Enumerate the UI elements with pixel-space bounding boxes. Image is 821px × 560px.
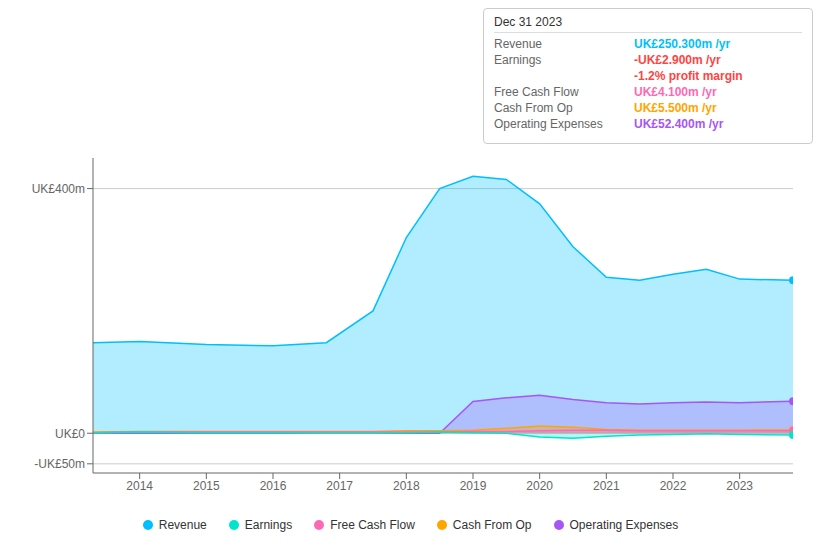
html-text:Cash From Op: Cash From Op [452,518,532,532]
html-text:Revenue: Revenue [494,37,542,51]
html-text:Cash From Op: Cash From Op [494,101,573,115]
svg-text:2021: 2021 [593,479,620,493]
html-text:UK£5.500m /yr: UK£5.500m /yr [634,101,717,115]
html-text:Free Cash Flow: Free Cash Flow [330,518,415,532]
html-text:-UK£2.900m /yr: -UK£2.900m /yr [634,53,721,67]
svg-text:2023: 2023 [726,479,753,493]
html-text:UK£4.100m /yr: UK£4.100m /yr [634,85,717,99]
svg-text:UK£400m: UK£400m [32,182,85,196]
html-text:Operating Expenses: Operating Expenses [569,518,679,532]
svg-text:2016: 2016 [260,479,287,493]
html-text:Operating Expenses: Operating Expenses [494,117,603,131]
html-text:Free Cash Flow: Free Cash Flow [494,85,579,99]
svg-text:2015: 2015 [193,479,220,493]
svg-text:2014: 2014 [126,479,153,493]
svg-text:2018: 2018 [393,479,420,493]
svg-text:-UK£50m: -UK£50m [34,457,85,471]
html-text:-1.2% profit margin: -1.2% profit margin [634,69,743,83]
svg-text:2017: 2017 [326,479,353,493]
html-text:Dec 31 2023: Dec 31 2023 [494,15,563,29]
html-text:UK£250.300m /yr: UK£250.300m /yr [634,37,731,51]
html-text:Earnings: Earnings [244,518,293,532]
html-text:Earnings: Earnings [494,53,542,67]
svg-text:UK£0: UK£0 [55,427,85,441]
html-text:UK£52.400m /yr: UK£52.400m /yr [634,117,724,131]
svg-text:2020: 2020 [526,479,553,493]
svg-text:2019: 2019 [460,479,487,493]
html-text:Revenue: Revenue [158,518,207,532]
svg-text:2022: 2022 [660,479,687,493]
